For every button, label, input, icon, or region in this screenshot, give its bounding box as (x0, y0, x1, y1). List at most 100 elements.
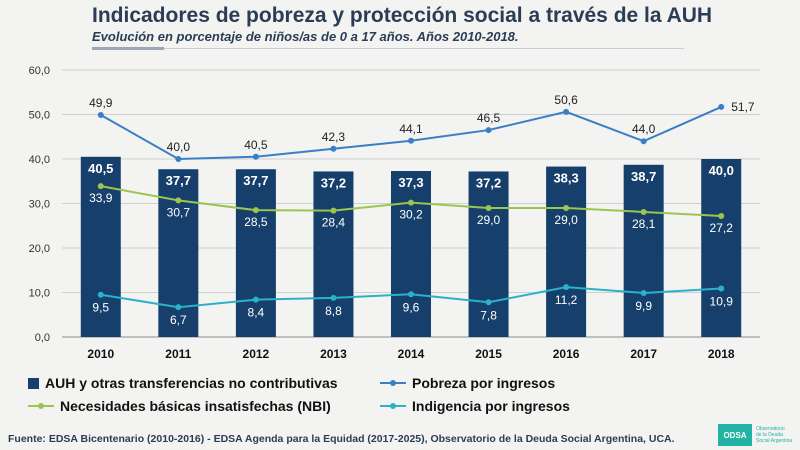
label-pobreza: 51,7 (731, 100, 755, 114)
point-pobreza (330, 145, 337, 152)
x-tick-label: 2018 (708, 347, 735, 361)
legend-swatch-pobreza (380, 380, 406, 386)
bar (701, 159, 742, 337)
bar-label: 37,7 (166, 173, 191, 188)
x-tick-label: 2017 (630, 347, 657, 361)
label-pobreza: 40,5 (244, 138, 268, 152)
label-pobreza: 44,0 (632, 122, 656, 136)
y-tick-label: 0,0 (35, 332, 50, 344)
title-underline-accent (92, 47, 164, 50)
bar-label: 37,7 (243, 173, 268, 188)
point-indigencia (485, 299, 492, 306)
x-tick-label: 2015 (475, 347, 502, 361)
label-nbi: 27,2 (710, 221, 734, 235)
point-pobreza (252, 153, 259, 160)
legend-label-auh: AUH y otras transferencias no contributi… (45, 375, 338, 391)
point-indigencia (252, 296, 259, 303)
x-tick-label: 2013 (320, 347, 347, 361)
bar-label: 40,0 (709, 163, 734, 178)
point-nbi (252, 207, 259, 214)
bar (468, 171, 509, 337)
point-pobreza (563, 108, 570, 115)
point-pobreza (408, 137, 414, 144)
y-tick-label: 20,0 (29, 243, 50, 255)
point-nbi (563, 204, 570, 211)
label-indigencia: 9,9 (635, 299, 652, 313)
bar (235, 169, 276, 337)
point-pobreza (97, 111, 104, 118)
point-nbi (640, 208, 647, 215)
point-nbi (330, 207, 337, 214)
point-pobreza (640, 138, 647, 145)
x-tick-label: 2011 (165, 347, 191, 361)
label-pobreza: 50,6 (554, 93, 578, 107)
bar (391, 171, 431, 337)
legend-item-indigencia: Indigencia por ingresos (380, 398, 570, 414)
label-nbi: 28,4 (322, 216, 346, 230)
label-indigencia: 6,7 (170, 313, 187, 327)
legend-label-pobreza: Pobreza por ingresos (412, 375, 556, 391)
bar-label: 40,5 (88, 161, 113, 176)
label-pobreza: 44,1 (399, 122, 423, 136)
label-indigencia: 8,8 (325, 304, 342, 318)
chart-title: Indicadores de pobreza y protección soci… (92, 4, 713, 27)
label-nbi: 29,0 (554, 213, 578, 227)
point-indigencia (175, 304, 182, 311)
point-nbi (718, 212, 725, 219)
label-nbi: 33,9 (89, 191, 113, 205)
point-pobreza (718, 103, 725, 110)
label-nbi: 29,0 (477, 213, 501, 227)
logo-text: Observatorio de la Deuda Social Argentin… (756, 426, 792, 444)
bar-label: 38,3 (553, 171, 578, 186)
legend-item-nbi: Necesidades básicas insatisfechas (NBI) (28, 398, 331, 414)
bar (158, 169, 199, 337)
y-tick-label: 30,0 (29, 199, 50, 211)
bar-label: 37,2 (321, 175, 346, 190)
label-pobreza: 46,5 (477, 111, 501, 125)
label-pobreza: 42,3 (322, 130, 346, 144)
bar (313, 171, 354, 337)
point-nbi (175, 197, 182, 204)
bar-label: 37,3 (398, 175, 423, 190)
label-indigencia: 8,4 (248, 306, 265, 320)
source-note: Fuente: EDSA Bicentenario (2010-2016) - … (8, 433, 675, 445)
label-indigencia: 9,6 (403, 300, 420, 314)
point-nbi (485, 204, 492, 211)
point-pobreza (485, 127, 492, 134)
y-tick-label: 40,0 (29, 154, 50, 166)
point-nbi (97, 183, 104, 190)
y-tick-label: 60,0 (29, 65, 50, 77)
logo-text-line: de la Deuda (756, 432, 783, 438)
bar-label: 38,7 (631, 169, 656, 184)
legend-item-pobreza: Pobreza por ingresos (380, 375, 555, 391)
x-tick-label: 2014 (398, 347, 425, 361)
logo-text-line: Observatorio (756, 426, 785, 432)
logo-text-line: Social Argentina (756, 438, 793, 444)
legend-swatch-bar (28, 377, 39, 389)
x-tick-label: 2010 (87, 347, 114, 361)
label-indigencia: 11,2 (555, 293, 578, 307)
legend-item-auh: AUH y otras transferencias no contributi… (28, 375, 338, 391)
legend-label-nbi: Necesidades básicas insatisfechas (NBI) (60, 398, 331, 414)
point-indigencia (408, 291, 414, 298)
point-indigencia (563, 284, 570, 291)
odsa-logo: ODSA Observatorio de la Deuda Social Arg… (718, 422, 798, 448)
label-indigencia: 10,9 (710, 294, 734, 308)
point-indigencia (330, 294, 337, 301)
label-pobreza: 49,9 (89, 96, 113, 110)
logo-mark: ODSA (718, 424, 752, 446)
point-nbi (408, 199, 414, 206)
chart-area: 0,0 10,0 20,0 30,0 40,0 50,0 60,0 2010 2011 2012 2… (29, 65, 760, 361)
x-tick-label: 2012 (243, 347, 270, 361)
point-pobreza (175, 156, 182, 162)
legend-label-indigencia: Indigencia por ingresos (412, 398, 570, 414)
y-tick-label: 10,0 (29, 288, 50, 300)
label-nbi: 30,2 (399, 208, 423, 222)
label-nbi: 28,5 (244, 215, 268, 229)
legend-swatch-nbi (28, 403, 54, 409)
chart-subtitle: Evolución en porcentaje de niños/as de 0… (92, 29, 519, 44)
label-pobreza: 40,0 (167, 140, 191, 154)
point-indigencia (718, 285, 725, 292)
title-underline (164, 48, 684, 49)
label-nbi: 30,7 (167, 205, 191, 219)
